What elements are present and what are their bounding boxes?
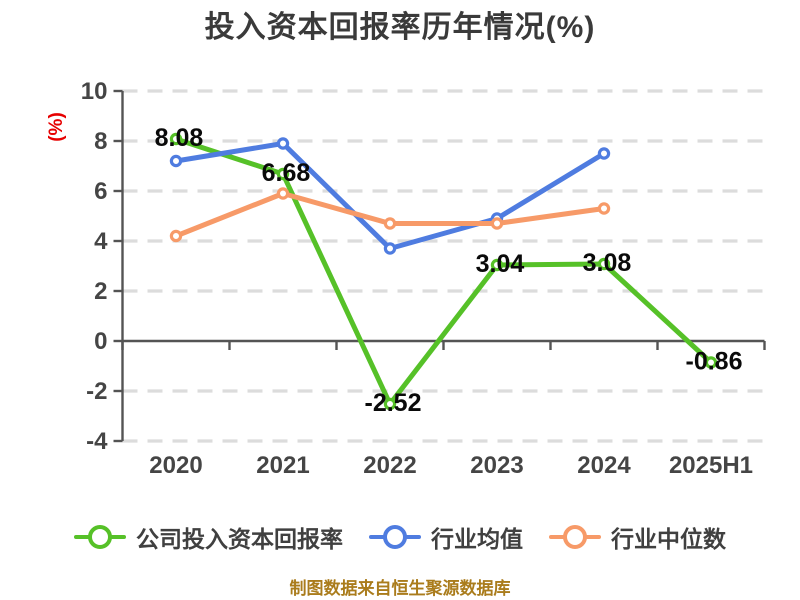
y-axis-tick-label: -4 xyxy=(86,428,108,455)
data-point-label: -2.52 xyxy=(365,389,422,417)
data-point xyxy=(597,202,611,215)
data-point-label: 6.68 xyxy=(262,159,311,187)
data-point xyxy=(490,258,504,272)
legend-item-company-roic: 公司投入资本回报率 xyxy=(74,520,343,554)
x-axis-label: 2021 xyxy=(256,452,309,479)
data-point xyxy=(597,147,611,160)
data-source-watermark: 制图数据来自恒生聚源数据库 xyxy=(289,579,511,598)
legend-label: 行业均值 xyxy=(431,526,523,552)
x-axis-label: 2024 xyxy=(577,452,631,479)
y-axis-tick-label: -2 xyxy=(86,378,107,405)
series-line-0 xyxy=(173,136,714,407)
y-axis-tick-label: 8 xyxy=(94,128,107,155)
legend-circle-icon xyxy=(383,525,407,549)
y-axis-tick-label: 4 xyxy=(94,228,108,255)
line-chart-canvas: 10 8 6 4 2 0 -2 -4 2020 2021 2022 2023 2024 2025H1 8.0… xyxy=(46,78,766,479)
legend-label: 行业中位数 xyxy=(611,526,726,552)
y-axis-tick-label: 6 xyxy=(94,178,107,205)
data-point xyxy=(704,356,718,369)
y-axis-tick-label: 0 xyxy=(94,328,107,355)
legend-label: 公司投入资本回报率 xyxy=(136,526,343,552)
chart-title: 投入资本回报率历年情况(%) xyxy=(204,11,596,44)
legend-circle-icon xyxy=(563,525,587,549)
y-axis-tick-label: 2 xyxy=(94,278,107,305)
data-point xyxy=(276,187,290,200)
data-point xyxy=(597,257,611,271)
data-point xyxy=(276,167,290,181)
data-point xyxy=(169,154,183,168)
data-point xyxy=(383,217,397,230)
data-point xyxy=(383,397,397,411)
legend-marker-blue xyxy=(369,524,421,550)
data-point xyxy=(383,242,397,255)
legend-marker-green xyxy=(74,524,126,550)
data-point xyxy=(490,217,504,230)
legend-item-industry-mean: 行业均值 xyxy=(369,520,523,554)
x-axis-label: 2020 xyxy=(149,452,202,479)
y-axis-tick-label: 10 xyxy=(81,78,108,105)
data-point xyxy=(169,229,183,243)
chart-legend: 公司投入资本回报率 行业均值 行业中位数 xyxy=(0,520,800,554)
data-point xyxy=(169,132,183,146)
x-axis-label: 2022 xyxy=(363,452,416,479)
y-axis-title: (%) xyxy=(46,112,67,142)
legend-circle-icon xyxy=(88,525,112,549)
data-point xyxy=(276,137,290,150)
x-axis-label: 2025H1 xyxy=(669,452,753,479)
legend-marker-orange xyxy=(549,524,601,550)
x-axis-label: 2023 xyxy=(470,452,523,479)
data-point-label: 3.04 xyxy=(476,250,525,278)
data-point-label: 3.08 xyxy=(583,249,632,277)
data-point-label: -0.86 xyxy=(686,348,743,376)
legend-item-industry-median: 行业中位数 xyxy=(549,520,726,554)
data-point-label: 8.08 xyxy=(155,124,204,152)
